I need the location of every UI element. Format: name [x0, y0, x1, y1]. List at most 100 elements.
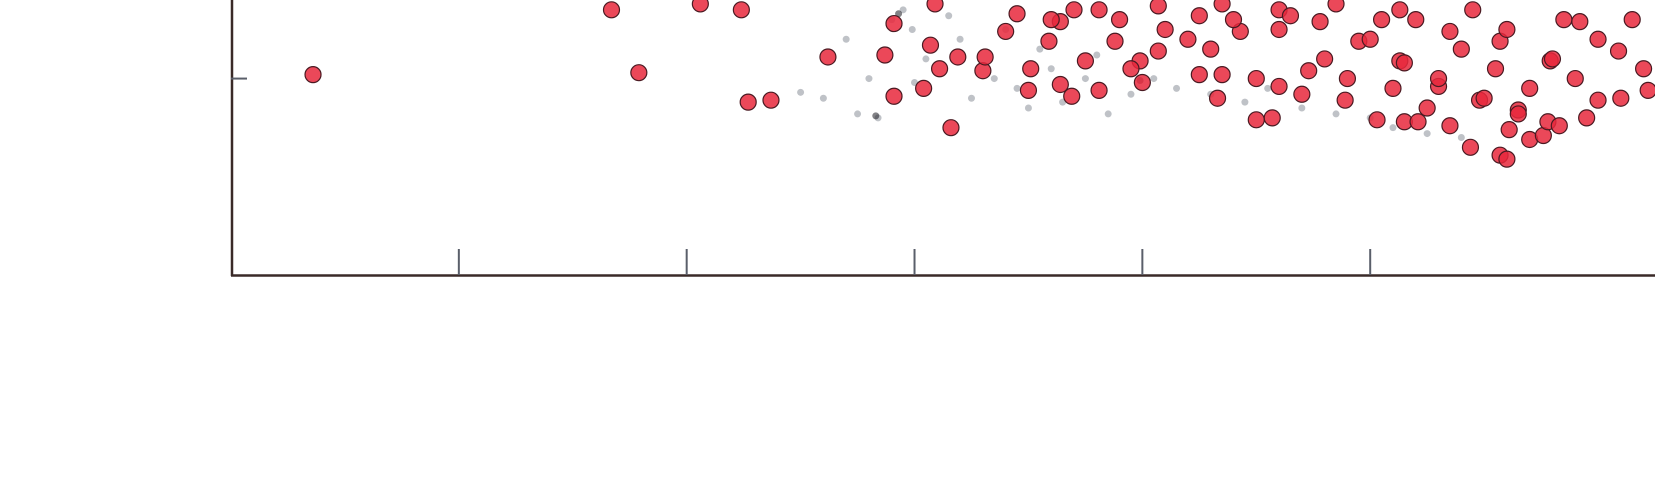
scatter-point — [1316, 50, 1334, 68]
scatter-point — [1589, 91, 1607, 109]
scatter-point — [762, 91, 780, 109]
scatter-point — [1047, 65, 1055, 73]
scatter-point — [1429, 69, 1448, 88]
scatter-point — [1213, 66, 1231, 84]
scatter-point — [1247, 69, 1265, 88]
scatter-point — [1300, 62, 1318, 80]
scatter-point — [1090, 81, 1108, 99]
scatter-point — [630, 64, 648, 82]
scatter-point — [1332, 110, 1340, 118]
scatter-point — [1395, 54, 1413, 72]
scatter-point — [1024, 104, 1032, 112]
scatter-point — [922, 55, 930, 63]
scatter-point — [739, 93, 757, 111]
scatter-point — [930, 60, 949, 78]
scatter-point — [1612, 89, 1630, 107]
scatter-point — [1566, 69, 1584, 88]
scatter-point — [1543, 50, 1562, 68]
scatter-point — [1389, 124, 1397, 132]
scatter-point — [1173, 84, 1181, 92]
scatter-point — [602, 1, 621, 19]
scatter-point — [1464, 1, 1482, 19]
scatter-point — [1461, 138, 1480, 156]
scatter-point — [1372, 11, 1391, 29]
scatter-point — [1391, 1, 1409, 19]
scatter-point — [1013, 84, 1021, 92]
scatter-point — [1263, 109, 1281, 127]
scatter-point — [1486, 60, 1505, 78]
scatter-point — [1133, 73, 1151, 92]
scatter-point — [1149, 42, 1167, 60]
scatter-point — [1452, 40, 1470, 58]
scatter-point — [1368, 111, 1386, 129]
scatter-point — [945, 12, 953, 20]
scatter-point — [1423, 130, 1431, 138]
scatter-point — [1208, 89, 1227, 107]
scatter-point — [1081, 75, 1089, 83]
scatter-point — [1224, 11, 1243, 29]
scatter-point — [1609, 42, 1628, 60]
scatter-point — [1418, 99, 1436, 117]
scatter-point — [819, 48, 837, 66]
scatter-point — [1042, 11, 1060, 29]
scatter-point — [1179, 30, 1197, 48]
scatter-point — [1635, 60, 1653, 78]
scatter-point — [1213, 0, 1231, 13]
scatter-point — [1555, 11, 1573, 29]
scatter-point — [1550, 117, 1568, 135]
scatter-point — [1106, 32, 1124, 50]
scatter-point — [1104, 110, 1112, 118]
scatter-point — [1639, 81, 1655, 99]
scatter-point — [1022, 60, 1040, 78]
scatter-point — [1500, 121, 1518, 139]
scatter-point — [915, 79, 933, 97]
scatter-point — [1338, 69, 1357, 88]
scatter-point — [967, 94, 975, 102]
scatter-point — [1110, 11, 1129, 29]
scatter-point — [1361, 30, 1379, 48]
scatter-point — [1036, 45, 1044, 53]
scatter-point — [1065, 1, 1083, 19]
scatter-point — [1063, 87, 1081, 105]
scatter-point — [1008, 5, 1026, 23]
scatter-point — [926, 0, 944, 13]
scatter-point — [1441, 22, 1459, 41]
scatter-point — [997, 22, 1015, 41]
scatter-point — [797, 88, 805, 96]
scatter-point — [908, 25, 916, 33]
scatter-point — [1311, 13, 1329, 31]
scatter-point — [1336, 91, 1354, 109]
scatter-point — [885, 87, 903, 105]
scatter-point — [1202, 40, 1220, 58]
scatter-point — [1019, 81, 1038, 99]
scatter-point — [819, 94, 827, 102]
scatter-point — [1407, 11, 1425, 29]
scatter-point — [976, 48, 994, 66]
scatter-point — [1093, 51, 1101, 59]
scatter-point — [1190, 66, 1208, 84]
scatter-point — [1441, 117, 1459, 135]
scatter-point — [1327, 0, 1345, 13]
scatter-point — [1578, 109, 1596, 127]
scatter-point — [1521, 79, 1539, 97]
scatter-point — [304, 66, 322, 84]
scatter-point — [990, 75, 998, 83]
scatter-point — [1293, 85, 1311, 103]
plot-area — [304, 0, 1655, 168]
scatter-point — [1040, 32, 1058, 50]
scatter-point — [1090, 1, 1108, 19]
scatter-point — [949, 48, 967, 66]
scatter-point — [1589, 30, 1607, 48]
scatter-point — [1150, 75, 1158, 83]
scatter-point — [1156, 20, 1174, 39]
scatter-point — [1247, 111, 1265, 129]
scatter-point — [1475, 89, 1493, 107]
scatter-point — [1264, 84, 1272, 92]
scatter-point — [1409, 113, 1427, 131]
scatter-point — [1509, 105, 1527, 123]
scatter-point — [1281, 7, 1300, 25]
scatter-point — [1190, 7, 1208, 25]
scatter-point — [1270, 77, 1288, 96]
